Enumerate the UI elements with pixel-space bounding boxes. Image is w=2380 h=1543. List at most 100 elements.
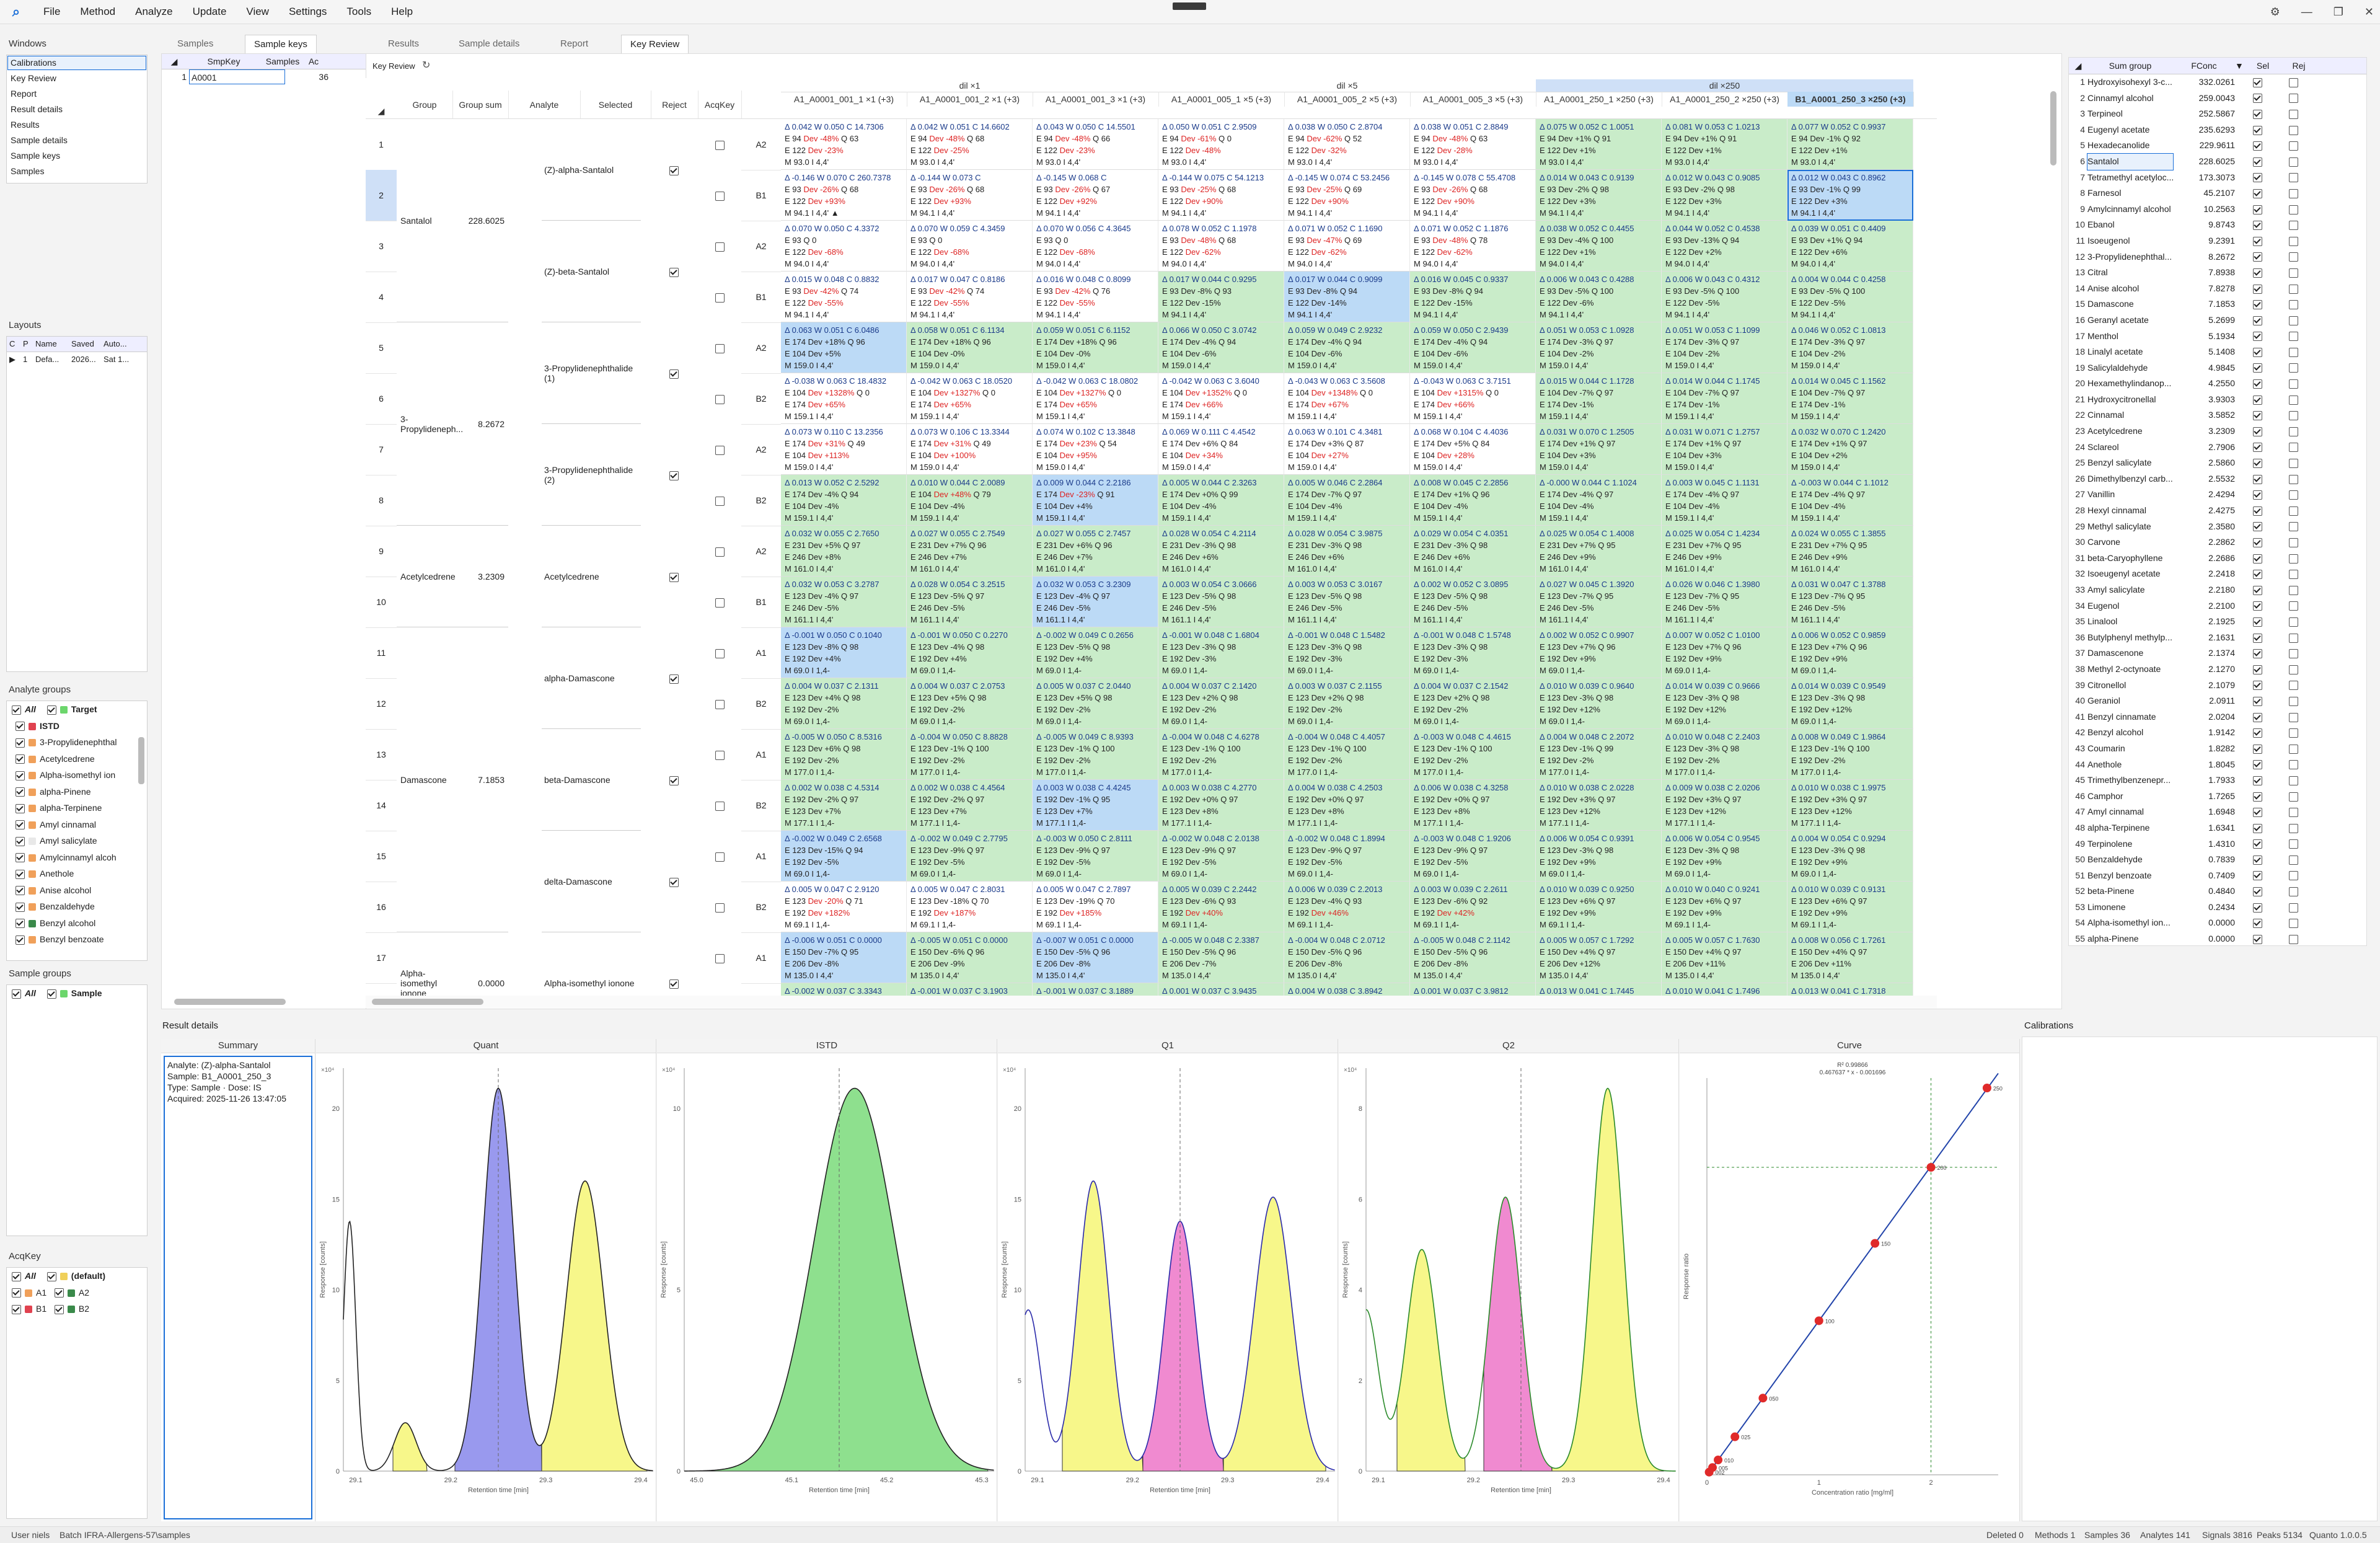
result-cell[interactable]: Δ 0.029 W 0.054 C 4.0351 E 231 Dev -3% Q … — [1410, 526, 1536, 577]
rej-checkbox[interactable] — [2288, 490, 2298, 500]
reject-checkbox[interactable] — [715, 800, 728, 811]
sample-column-header[interactable]: B1_A0001_250_3 ×250 (+3) — [1787, 92, 1914, 107]
rej-checkbox[interactable] — [2288, 903, 2298, 913]
sel-checkbox[interactable] — [2252, 157, 2262, 167]
sum-group-row[interactable]: 9 Amylcinnamyl alcohol 10.2563 — [2069, 201, 2366, 218]
sum-row-sel[interactable] — [2244, 407, 2275, 423]
sample-groups-sample-checkbox[interactable] — [46, 989, 56, 999]
analyte-selected-checkbox[interactable] — [669, 877, 682, 887]
result-cell[interactable]: Δ -0.001 W 0.048 C 1.6804 E 123 Dev -3% Q… — [1158, 627, 1284, 678]
result-cell[interactable]: Δ -0.043 W 0.063 C 3.5608 E 104 Dev +1348… — [1284, 373, 1410, 424]
calibration-point[interactable] — [1814, 1316, 1823, 1325]
result-cell[interactable]: Δ 0.010 W 0.039 C 0.9131 E 123 Dev +6% Q … — [1787, 882, 1913, 932]
sum-row-rej[interactable] — [2275, 741, 2316, 757]
sum-row-sel[interactable] — [2244, 900, 2275, 916]
col-samples[interactable]: Samples — [265, 56, 300, 66]
result-cell[interactable]: Δ 0.012 W 0.043 C 0.9085 E 93 Dev -2% Q 9… — [1662, 170, 1787, 221]
sum-group-row[interactable]: 19 Salicylaldehyde 4.9845 — [2069, 360, 2366, 376]
rej-checkbox[interactable] — [2288, 538, 2298, 548]
sum-row-sel[interactable] — [2244, 661, 2275, 678]
sum-row-rej[interactable] — [2275, 852, 2316, 868]
sum-row-rej[interactable] — [2275, 931, 2316, 947]
result-cell[interactable]: Δ -0.003 W 0.048 C 1.9206 E 123 Dev -9% Q… — [1410, 831, 1536, 882]
rej-checkbox[interactable] — [2288, 125, 2298, 135]
layouts-row[interactable]: ▶ 1 Defa... 2026... Sat 1... — [7, 352, 147, 367]
matrix-header-reject[interactable]: Reject — [651, 91, 699, 119]
close-icon[interactable]: ✕ — [2364, 5, 2374, 18]
sel-checkbox[interactable] — [2252, 808, 2262, 818]
result-cell[interactable]: Δ -0.005 W 0.050 C 8.5316 E 123 Dev +6% Q… — [781, 729, 907, 780]
matrix-row-number[interactable]: 14 — [366, 780, 397, 831]
sum-group-row[interactable]: 8 Farnesol 45.2107 — [2069, 185, 2366, 201]
result-cell[interactable]: Δ 0.003 W 0.037 C 2.1155 E 123 Dev +2% Q … — [1284, 678, 1410, 729]
result-cell[interactable]: Δ 0.031 W 0.070 C 1.2505 E 174 Dev +1% Q … — [1536, 424, 1662, 475]
analyte-group-checkbox[interactable] — [15, 738, 25, 748]
sum-row-sel[interactable] — [2244, 883, 2275, 900]
calibration-point[interactable] — [1926, 1163, 1936, 1172]
sel-checkbox[interactable] — [2252, 776, 2262, 785]
result-cell[interactable]: Δ 0.038 W 0.051 C 2.8849 E 94 Dev -48% Q … — [1410, 119, 1536, 170]
sum-row-rej[interactable] — [2275, 185, 2316, 201]
sel-checkbox[interactable] — [2252, 395, 2262, 405]
result-cell[interactable]: Δ 0.063 W 0.101 C 4.3481 E 174 Dev +3% Q … — [1284, 424, 1410, 475]
sum-row-rej[interactable] — [2275, 312, 2316, 329]
result-cell[interactable]: Δ 0.063 W 0.051 C 6.0486 E 174 Dev +18% Q… — [781, 322, 907, 373]
tab-results[interactable]: Results — [388, 38, 420, 49]
selected-check[interactable] — [669, 979, 679, 989]
sum-group-row[interactable]: 38 Methyl 2-octynoate 2.1270 — [2069, 661, 2366, 678]
analyte-groups-scrollbar[interactable] — [138, 737, 144, 784]
result-cell[interactable]: Δ 0.027 W 0.055 C 2.7549 E 231 Dev +7% Q … — [907, 526, 1033, 577]
sum-group-row[interactable]: 18 Linalyl acetate 5.1408 — [2069, 344, 2366, 360]
sum-row-rej[interactable] — [2275, 455, 2316, 471]
menu-settings[interactable]: Settings — [288, 6, 327, 17]
result-cell[interactable]: Δ -0.006 W 0.051 C 0.0000 E 150 Dev -7% Q… — [781, 932, 907, 983]
sum-row-rej[interactable] — [2275, 772, 2316, 789]
result-cell[interactable]: Δ -0.145 W 0.074 C 53.2456 E 93 Dev -25% … — [1284, 170, 1410, 221]
sel-checkbox[interactable] — [2252, 332, 2262, 342]
minimize-icon[interactable]: — — [2301, 5, 2312, 18]
sum-row-sel[interactable] — [2244, 772, 2275, 789]
sum-row-rej[interactable] — [2275, 249, 2316, 265]
rej-checkbox[interactable] — [2288, 268, 2298, 278]
reject-check[interactable] — [715, 852, 725, 862]
sel-checkbox[interactable] — [2252, 474, 2262, 484]
sum-group-row[interactable]: 3 Terpineol 252.5867 — [2069, 106, 2366, 122]
result-cell[interactable]: Δ -0.004 W 0.048 C 4.4057 E 123 Dev -1% Q… — [1284, 729, 1410, 780]
rej-checkbox[interactable] — [2288, 221, 2298, 231]
sel-checkbox[interactable] — [2252, 316, 2262, 325]
result-cell[interactable]: Δ 0.015 W 0.048 C 0.8832 E 93 Dev -42% Q … — [781, 272, 907, 322]
sel-checkbox[interactable] — [2252, 188, 2262, 198]
rej-checkbox[interactable] — [2288, 363, 2298, 373]
result-cell[interactable]: Δ 0.014 W 0.043 C 0.9139 E 93 Dev -2% Q 9… — [1536, 170, 1662, 221]
result-cell[interactable]: Δ 0.028 W 0.054 C 4.2114 E 231 Dev -3% Q … — [1158, 526, 1284, 577]
tab-sample-keys[interactable]: Sample keys — [245, 35, 317, 54]
reject-checkbox[interactable] — [715, 699, 728, 709]
sel-checkbox[interactable] — [2252, 268, 2262, 278]
sum-row-sel[interactable] — [2244, 789, 2275, 805]
result-cell[interactable]: Δ 0.008 W 0.049 C 1.9864 E 123 Dev -1% Q … — [1787, 729, 1913, 780]
sel-checkbox[interactable] — [2252, 792, 2262, 802]
windows-item-report[interactable]: Report — [11, 89, 37, 99]
result-cell[interactable]: Δ 0.059 W 0.050 C 2.9439 E 174 Dev -4% Q … — [1410, 322, 1536, 373]
sel-checkbox[interactable] — [2252, 77, 2262, 87]
sum-group-row[interactable]: 50 Benzaldehyde 0.7839 — [2069, 852, 2366, 868]
reject-check[interactable] — [715, 648, 725, 658]
sum-group-row[interactable]: 54 Alpha-isomethyl ion... 0.0000 — [2069, 915, 2366, 931]
col-smpkey[interactable]: SmpKey — [207, 56, 240, 66]
result-cell[interactable]: Δ 0.025 W 0.054 C 1.4234 E 231 Dev +7% Q … — [1662, 526, 1787, 577]
rej-checkbox[interactable] — [2288, 395, 2298, 405]
matrix-row-number[interactable]: 13 — [366, 729, 397, 780]
peak-area[interactable] — [696, 1087, 989, 1472]
sum-row-rej[interactable] — [2275, 471, 2316, 487]
rej-checkbox[interactable] — [2288, 554, 2298, 564]
matrix-hscrollbar[interactable] — [372, 999, 483, 1005]
result-cell[interactable]: Δ -0.005 W 0.049 C 8.9393 E 123 Dev -1% Q… — [1033, 729, 1158, 780]
result-cell[interactable]: Δ 0.038 W 0.052 C 0.4455 E 93 Dev -4% Q 1… — [1536, 221, 1662, 272]
sum-row-sel[interactable] — [2244, 471, 2275, 487]
reject-checkbox[interactable] — [715, 902, 728, 913]
sum-group-row[interactable]: 32 Isoeugenyl acetate 2.2418 — [2069, 566, 2366, 582]
sum-row-sel[interactable] — [2244, 709, 2275, 725]
matrix-header-selected[interactable]: Selected — [580, 91, 651, 119]
